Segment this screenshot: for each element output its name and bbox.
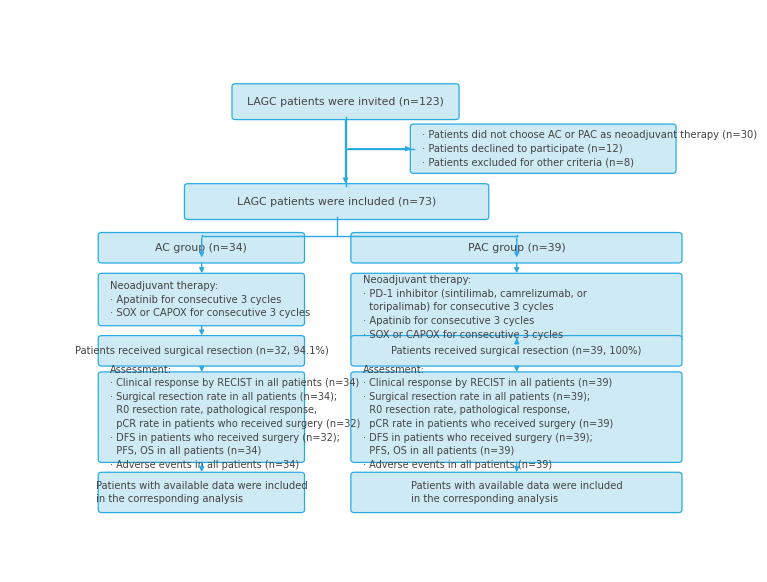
Text: LAGC patients were included (n=73): LAGC patients were included (n=73) (237, 197, 436, 207)
FancyBboxPatch shape (98, 233, 304, 263)
FancyBboxPatch shape (98, 274, 304, 326)
FancyBboxPatch shape (184, 184, 489, 219)
FancyBboxPatch shape (410, 124, 676, 173)
FancyBboxPatch shape (351, 274, 682, 342)
Text: LAGC patients were invited (n=123): LAGC patients were invited (n=123) (247, 97, 444, 107)
Text: Patients with available data were included
in the corresponding analysis: Patients with available data were includ… (410, 481, 622, 504)
Text: Assessment:
· Clinical response by RECIST in all patients (n=39)
· Surgical rese: Assessment: · Clinical response by RECIS… (363, 364, 613, 470)
Text: AC group (n=34): AC group (n=34) (156, 243, 247, 253)
Text: · Patients did not choose AC or PAC as neoadjuvant therapy (n=30)
· Patients dec: · Patients did not choose AC or PAC as n… (422, 130, 757, 167)
FancyBboxPatch shape (351, 372, 682, 463)
FancyBboxPatch shape (232, 84, 459, 119)
FancyBboxPatch shape (98, 372, 304, 463)
FancyBboxPatch shape (98, 472, 304, 513)
Text: Neoadjuvant therapy:
· Apatinib for consecutive 3 cycles
· SOX or CAPOX for cons: Neoadjuvant therapy: · Apatinib for cons… (110, 281, 311, 318)
Text: Patients received surgical resection (n=39, 100%): Patients received surgical resection (n=… (391, 346, 642, 356)
Text: Patients received surgical resection (n=32, 94.1%): Patients received surgical resection (n=… (74, 346, 328, 356)
Text: Assessment:
· Clinical response by RECIST in all patients (n=34)
· Surgical rese: Assessment: · Clinical response by RECIS… (110, 364, 360, 470)
Text: Patients with available data were included
in the corresponding analysis: Patients with available data were includ… (96, 481, 308, 504)
FancyBboxPatch shape (351, 233, 682, 263)
Text: Neoadjuvant therapy:
· PD-1 inhibitor (sintilimab, camrelizumab, or
  toripalima: Neoadjuvant therapy: · PD-1 inhibitor (s… (363, 275, 587, 339)
Text: PAC group (n=39): PAC group (n=39) (468, 243, 565, 253)
FancyBboxPatch shape (351, 472, 682, 513)
FancyBboxPatch shape (351, 336, 682, 366)
FancyBboxPatch shape (98, 336, 304, 366)
